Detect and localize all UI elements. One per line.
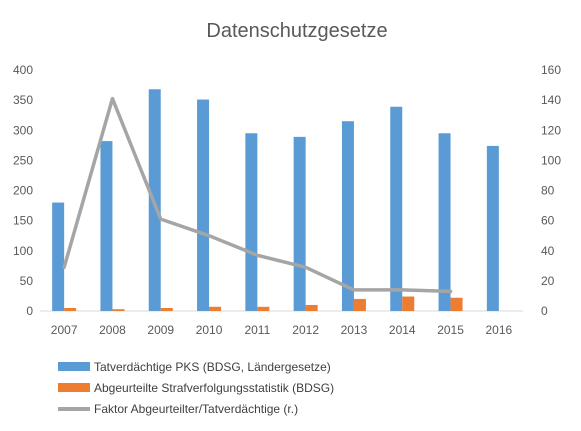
- bar-abgeurteilte: [402, 296, 415, 311]
- y-right-tick-label: 140: [541, 93, 561, 107]
- bar-abgeurteilte: [257, 306, 270, 311]
- bar-tatverdaechtige: [438, 133, 451, 311]
- y-left-tick-label: 250: [13, 153, 33, 167]
- x-tick-label: 2013: [341, 323, 368, 337]
- y-right-tick-label: 40: [541, 244, 555, 258]
- x-tick-label: 2008: [99, 323, 126, 337]
- y-left-tick-label: 0: [26, 304, 33, 318]
- bar-tatverdaechtige: [197, 99, 210, 312]
- chart-title: Datenschutzgesetze: [206, 20, 387, 42]
- bar-abgeurteilte: [160, 307, 173, 311]
- x-tick-label: 2012: [292, 323, 319, 337]
- y-right-tick-label: 120: [541, 123, 561, 137]
- x-tick-label: 2016: [485, 323, 512, 337]
- legend-item-faktor: Faktor Abgeurteilter/Tatverdächtige (r.): [58, 398, 334, 419]
- y-right-tick-label: 80: [541, 184, 555, 198]
- bar-abgeurteilte: [64, 307, 77, 311]
- line-faktor: [62, 96, 453, 294]
- bar-tatverdaechtige: [293, 136, 306, 311]
- y-left-tick-label: 300: [13, 123, 33, 137]
- legend-label: Faktor Abgeurteilter/Tatverdächtige (r.): [94, 401, 299, 416]
- legend-item-tatverdaechtige: Tatverdächtige PKS (BDSG, Ländergesetze): [58, 356, 334, 377]
- y-left-tick-label: 400: [13, 63, 33, 77]
- bar-abgeurteilte: [112, 309, 125, 311]
- bar-abgeurteilte: [450, 297, 463, 311]
- legend-label: Abgeurteilte Strafverfolgungsstatistik (…: [94, 380, 335, 395]
- bar-abgeurteilte: [209, 306, 222, 311]
- bar-abgeurteilte: [353, 298, 366, 311]
- x-tick-label: 2007: [51, 323, 78, 337]
- plot-area: 0 50 100 150 200 250 300 350 400 0 20 40 60 80 100 120 1…: [13, 63, 561, 337]
- x-tick-label: 2014: [389, 323, 416, 337]
- y-left-tick-label: 50: [20, 274, 34, 288]
- bar-abgeurteilte: [305, 304, 318, 311]
- bar-tatverdaechtige: [341, 121, 354, 312]
- y-right-tick-label: 20: [541, 274, 555, 288]
- y-left-tick-label: 100: [13, 244, 33, 258]
- legend-label: Tatverdächtige PKS (BDSG, Ländergesetze): [94, 359, 331, 374]
- bar-tatverdaechtige: [245, 133, 258, 311]
- bar-tatverdaechtige: [486, 145, 499, 311]
- legend-swatch-orange: [58, 383, 90, 392]
- y-right-tick-label: 100: [541, 153, 561, 167]
- y-left-tick-label: 200: [13, 184, 33, 198]
- y-right-tick-label: 0: [541, 304, 548, 318]
- y-right-tick-label: 160: [541, 63, 561, 77]
- bar-tatverdaechtige: [52, 202, 65, 311]
- legend-item-abgeurteilte: Abgeurteilte Strafverfolgungsstatistik (…: [58, 377, 334, 398]
- y-right-tick-label: 60: [541, 214, 555, 228]
- legend-swatch-blue: [58, 362, 90, 371]
- x-tick-label: 2009: [147, 323, 174, 337]
- y-left-tick-label: 150: [13, 214, 33, 228]
- legend: Tatverdächtige PKS (BDSG, Ländergesetze)…: [58, 356, 334, 419]
- bar-tatverdaechtige: [390, 106, 403, 311]
- x-tick-label: 2015: [437, 323, 464, 337]
- y-left-tick-label: 350: [13, 93, 33, 107]
- legend-swatch-gray-line: [58, 406, 90, 411]
- x-tick-label: 2011: [244, 323, 270, 337]
- bar-tatverdaechtige: [100, 141, 113, 311]
- x-tick-label: 2010: [196, 323, 223, 337]
